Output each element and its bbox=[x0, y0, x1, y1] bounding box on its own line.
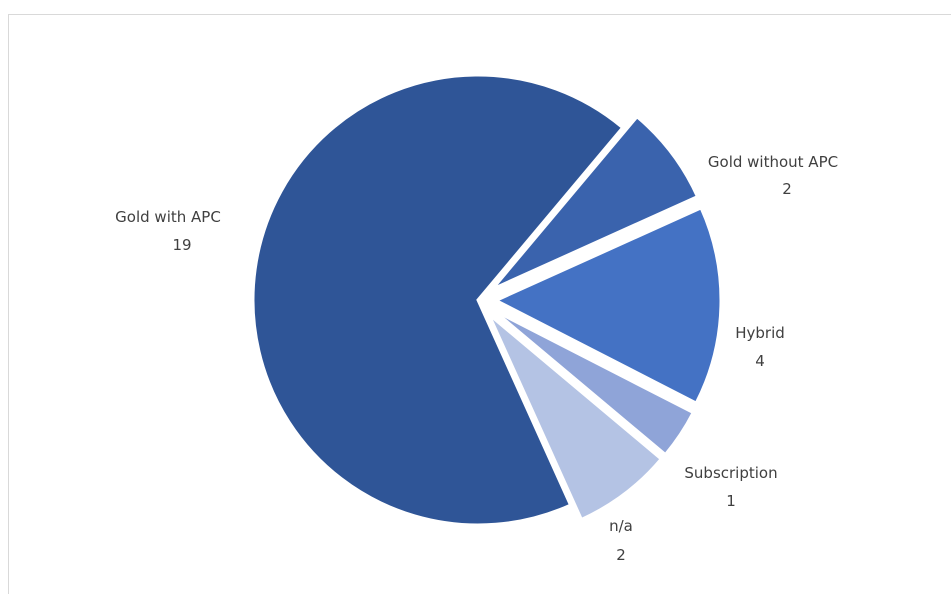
pie-slices bbox=[251, 73, 723, 527]
label-na-value: 2 bbox=[616, 546, 626, 564]
label-gold-with-apc-value: 19 bbox=[172, 236, 191, 254]
label-hybrid-value: 4 bbox=[755, 352, 765, 370]
pie-slice-hybrid bbox=[492, 205, 723, 406]
label-hybrid-name: Hybrid bbox=[735, 324, 785, 342]
pie-slice-gold-with-apc bbox=[251, 73, 625, 527]
label-gold-without-apc-value: 2 bbox=[782, 180, 792, 198]
label-subscription-value: 1 bbox=[726, 492, 736, 510]
label-subscription-name: Subscription bbox=[684, 464, 777, 482]
label-na-name: n/a bbox=[609, 517, 633, 535]
label-gold-without-apc-name: Gold without APC bbox=[708, 153, 838, 171]
pie-slice-gold-without-apc bbox=[491, 114, 700, 291]
label-gold-with-apc-name: Gold with APC bbox=[115, 208, 221, 226]
pie-slice-subscription bbox=[492, 308, 696, 457]
pie-slice-na bbox=[487, 313, 664, 522]
